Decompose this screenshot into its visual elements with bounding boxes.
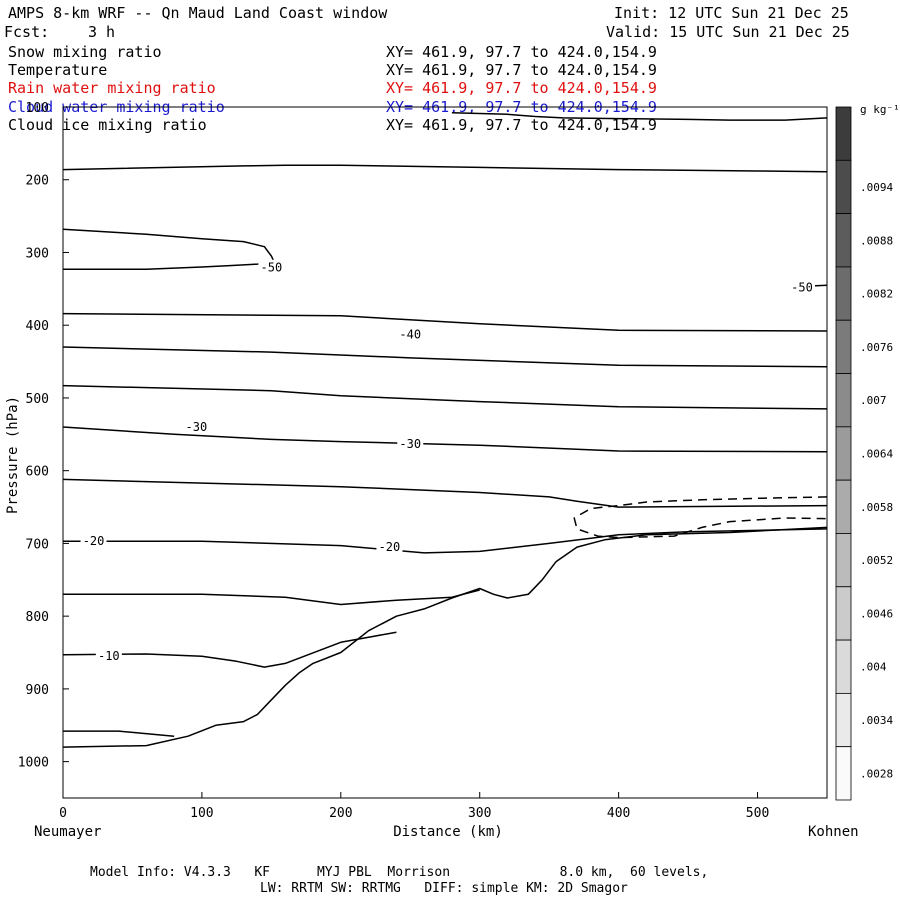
contour-label-bg	[95, 648, 122, 663]
colorbar-label: .0052	[860, 554, 893, 567]
contour-line-0	[62, 164, 828, 173]
model-info-line2: LW: RRTM SW: RRTMG DIFF: simple KM: 2D S…	[260, 881, 628, 896]
contour-label: -30	[399, 437, 421, 451]
fcst-value: 3 h	[88, 23, 116, 41]
colorbar-segment	[835, 692, 852, 748]
colorbar-label: .0058	[860, 501, 893, 514]
contour-line-9	[63, 589, 480, 606]
colorbar-segment	[835, 159, 852, 215]
x-axis-ticks: 0 100 200 300 400 500	[59, 792, 769, 821]
valid-time: Valid: 15 UTC Sun 21 Dec 25	[606, 23, 850, 41]
field-xy-snow: XY= 461.9, 97.7 to 424.0,154.9	[386, 43, 657, 61]
y-axis-label: Pressure (hPa)	[5, 396, 21, 514]
colorbar-label: .0064	[860, 448, 893, 461]
x-tick-label: 200	[329, 806, 352, 821]
colorbar-label: .007	[860, 394, 887, 407]
field-name-cloud-ice: Cloud ice mixing ratio	[8, 116, 207, 134]
colorbar-segment	[835, 213, 852, 268]
colorbar: .0094 .0088 .0082 .0076 .007 .0064 .0058 .0052.…	[835, 106, 893, 801]
field-xy-cloud-ice: XY= 461.9, 97.7 to 424.0,154.9	[386, 116, 657, 134]
field-name-snow: Snow mixing ratio	[8, 43, 162, 61]
contour-line-1	[62, 228, 275, 263]
contour-line-6	[62, 426, 828, 453]
colorbar-segment	[835, 533, 852, 588]
y-tick-label: 100	[26, 101, 49, 116]
contour-line-13	[451, 112, 828, 121]
contour-label: -50	[791, 280, 813, 294]
x-tick-label: 500	[746, 806, 769, 821]
colorbar-segment	[835, 639, 852, 694]
init-time: Init: 12 UTC Sun 21 Dec 25	[614, 4, 849, 22]
colorbar-label: .0082	[860, 288, 893, 301]
y-tick-label: 200	[26, 174, 49, 189]
colorbar-label: .0028	[860, 767, 893, 780]
colorbar-segment	[835, 586, 852, 641]
contour-line-8	[63, 528, 828, 554]
contour-line-14	[573, 496, 828, 539]
colorbar-label: .0046	[860, 607, 893, 620]
y-tick-label: 700	[26, 537, 49, 552]
colorbar-label: .0076	[860, 341, 893, 354]
plot-frame	[62, 106, 828, 799]
contour-line-5	[62, 384, 828, 410]
colorbar-label: .0088	[860, 234, 893, 247]
model-info-line1: Model Info: V4.3.3 KF MYJ PBL Morrison 8…	[90, 865, 709, 880]
y-tick-label: 400	[26, 319, 49, 334]
colorbar-segment	[835, 319, 852, 374]
contour-label: -30	[186, 420, 208, 434]
contour-line-4	[62, 346, 828, 368]
x-left-station: Neumayer	[34, 824, 101, 840]
contour-line-2	[63, 261, 275, 270]
x-tick-label: 400	[607, 806, 630, 821]
colorbar-label: .0094	[860, 181, 893, 194]
colorbar-unit: g kg⁻¹	[860, 103, 900, 116]
contour-label: -10	[98, 649, 120, 663]
colorbar-label: .004	[860, 661, 887, 674]
contour-label-bg	[183, 419, 210, 434]
field-name-temperature: Temperature	[8, 61, 108, 79]
y-tick-label: 600	[26, 465, 49, 480]
x-tick-label: 0	[59, 806, 67, 821]
contour-label: -50	[261, 261, 283, 275]
colorbar-segment	[835, 426, 852, 481]
x-axis-label: Distance (km)	[393, 824, 503, 840]
colorbar-label: .0034	[860, 714, 893, 727]
y-axis-ticks: 100 200 300 400 500 600 700 800 900 1000	[18, 101, 69, 771]
contour-label-bg	[80, 533, 107, 548]
fcst-label: Fcst:	[4, 23, 50, 41]
contour-line-11	[63, 730, 175, 737]
y-tick-label: 300	[26, 246, 49, 261]
contour-label: -40	[399, 328, 421, 342]
contour-lines	[62, 112, 828, 748]
chart-title: AMPS 8-km WRF -- Qn Maud Land Coast wind…	[8, 4, 388, 22]
contour-label: -20	[379, 540, 401, 554]
colorbar-segment	[835, 373, 852, 428]
x-tick-label: 300	[468, 806, 491, 821]
field-xy-rain: XY= 461.9, 97.7 to 424.0,154.9	[386, 79, 657, 97]
contour-line-3	[62, 312, 828, 332]
y-tick-label: 500	[26, 392, 49, 407]
contour-line-7	[62, 478, 828, 508]
x-right-station: Kohnen	[808, 824, 859, 840]
contour-label-bg	[376, 539, 403, 554]
field-xy-temperature: XY= 461.9, 97.7 to 424.0,154.9	[386, 61, 657, 79]
y-tick-label: 1000	[18, 756, 49, 771]
contour-label-bg	[788, 279, 815, 294]
contour-label-bg	[258, 259, 285, 274]
y-tick-label: 900	[26, 683, 49, 698]
contour-label-bg	[397, 326, 424, 341]
contour-labels: -50 -50 -40 -30 -30 -20 -20 -10	[80, 259, 815, 663]
contour-label-bg	[397, 435, 424, 450]
colorbar-segment	[835, 106, 852, 161]
terrain-line	[62, 526, 828, 748]
colorbar-segment	[835, 479, 852, 534]
colorbar-segment	[835, 266, 852, 321]
y-tick-label: 800	[26, 610, 49, 625]
colorbar-segment	[835, 746, 852, 801]
x-tick-label: 100	[190, 806, 213, 821]
contour-label: -20	[83, 534, 105, 548]
field-name-rain: Rain water mixing ratio	[8, 79, 216, 97]
contour-line-10	[62, 631, 397, 668]
